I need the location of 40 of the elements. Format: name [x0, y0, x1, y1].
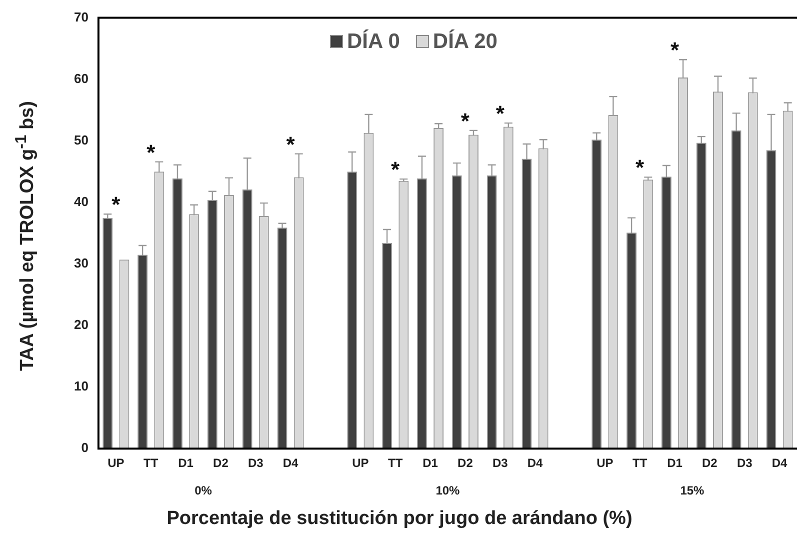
x-tick-label: D2 — [702, 456, 718, 470]
x-tick-label: D4 — [282, 456, 299, 470]
text: 0% — [194, 484, 212, 498]
data-label: * — [146, 140, 156, 165]
legend-label: DÍA 20 — [432, 30, 498, 54]
y-tick-label: 70 — [74, 9, 88, 24]
x-axis-title: Porcentaje de sustitución por jugo de arándano (%) — [166, 508, 634, 530]
x-tick-label: D2 — [458, 456, 474, 470]
x-tick-label: TT — [144, 456, 159, 470]
x-tick-label: D1 — [178, 456, 194, 470]
x-tick-label: D3 — [736, 456, 753, 470]
data-label: * — [391, 157, 400, 182]
x-tick-label: UP — [108, 456, 124, 470]
data-label: * — [286, 132, 296, 157]
x-tick-label: UP — [352, 456, 369, 470]
y-tick-label: 60 — [74, 70, 88, 86]
x-tick-label: D3 — [248, 456, 264, 470]
x-tick-label: D4 — [527, 456, 544, 470]
x-tick-label: D3 — [492, 456, 508, 470]
x-tick-label: D1 — [667, 456, 683, 470]
data-label: * — [496, 101, 505, 126]
y-tick-label: 20 — [74, 317, 88, 332]
text: 15% — [680, 484, 705, 498]
y-tick-label: 50 — [74, 132, 88, 148]
text: 10% — [436, 484, 460, 498]
x-tick-label: UP — [596, 456, 614, 470]
data-label: * — [636, 155, 645, 180]
x-tick-label: D4 — [772, 456, 788, 470]
data-label: * — [460, 108, 470, 134]
data-label: * — [670, 38, 680, 63]
data-label: * — [112, 192, 121, 218]
x-tick-label: TT — [632, 456, 648, 470]
y-tick-label: 30 — [74, 256, 88, 271]
y-tick-label: 10 — [74, 378, 88, 394]
legend-label: DÍA 0 — [346, 30, 400, 54]
y-tick-label: 40 — [74, 194, 88, 210]
x-tick-label: TT — [388, 456, 404, 470]
x-tick-label: D2 — [213, 456, 229, 470]
x-tick-label: D1 — [422, 456, 438, 470]
y-tick-label: 0 — [81, 440, 88, 456]
